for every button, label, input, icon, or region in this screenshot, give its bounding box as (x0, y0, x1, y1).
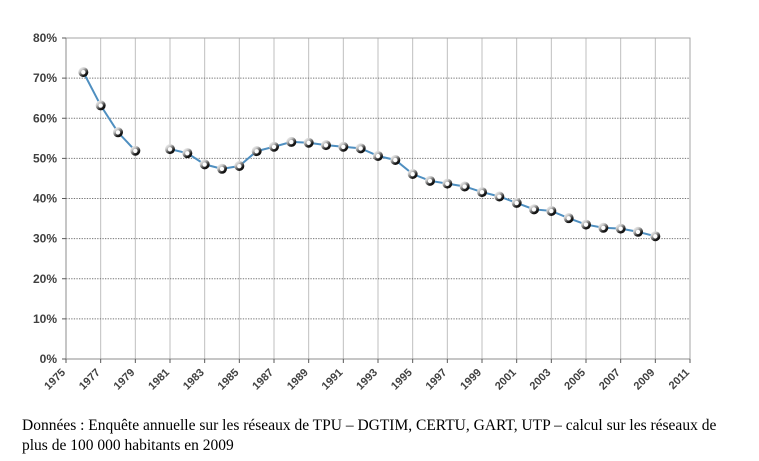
svg-text:1995: 1995 (389, 367, 415, 393)
svg-text:80%: 80% (33, 31, 57, 45)
svg-text:1987: 1987 (250, 367, 276, 393)
svg-text:1977: 1977 (77, 367, 103, 393)
svg-text:2001: 2001 (493, 367, 519, 393)
svg-text:1989: 1989 (285, 367, 311, 393)
svg-text:1981: 1981 (146, 367, 172, 393)
svg-text:60%: 60% (33, 111, 57, 125)
svg-text:40%: 40% (33, 192, 57, 206)
svg-text:1999: 1999 (458, 367, 484, 393)
svg-text:0%: 0% (40, 352, 58, 366)
svg-text:10%: 10% (33, 312, 57, 326)
svg-text:2007: 2007 (597, 367, 623, 393)
svg-text:2003: 2003 (528, 367, 554, 393)
svg-text:1997: 1997 (424, 367, 450, 393)
svg-text:1985: 1985 (216, 367, 242, 393)
svg-text:2005: 2005 (562, 367, 588, 393)
svg-text:30%: 30% (33, 232, 57, 246)
svg-text:1993: 1993 (354, 367, 380, 393)
svg-text:1983: 1983 (181, 367, 207, 393)
svg-text:1975: 1975 (42, 367, 68, 393)
svg-text:1979: 1979 (112, 367, 138, 393)
svg-text:20%: 20% (33, 272, 57, 286)
svg-text:1991: 1991 (320, 367, 346, 393)
svg-text:50%: 50% (33, 151, 57, 165)
svg-text:70%: 70% (33, 71, 57, 85)
svg-text:2011: 2011 (667, 367, 692, 392)
svg-text:2009: 2009 (632, 367, 658, 393)
